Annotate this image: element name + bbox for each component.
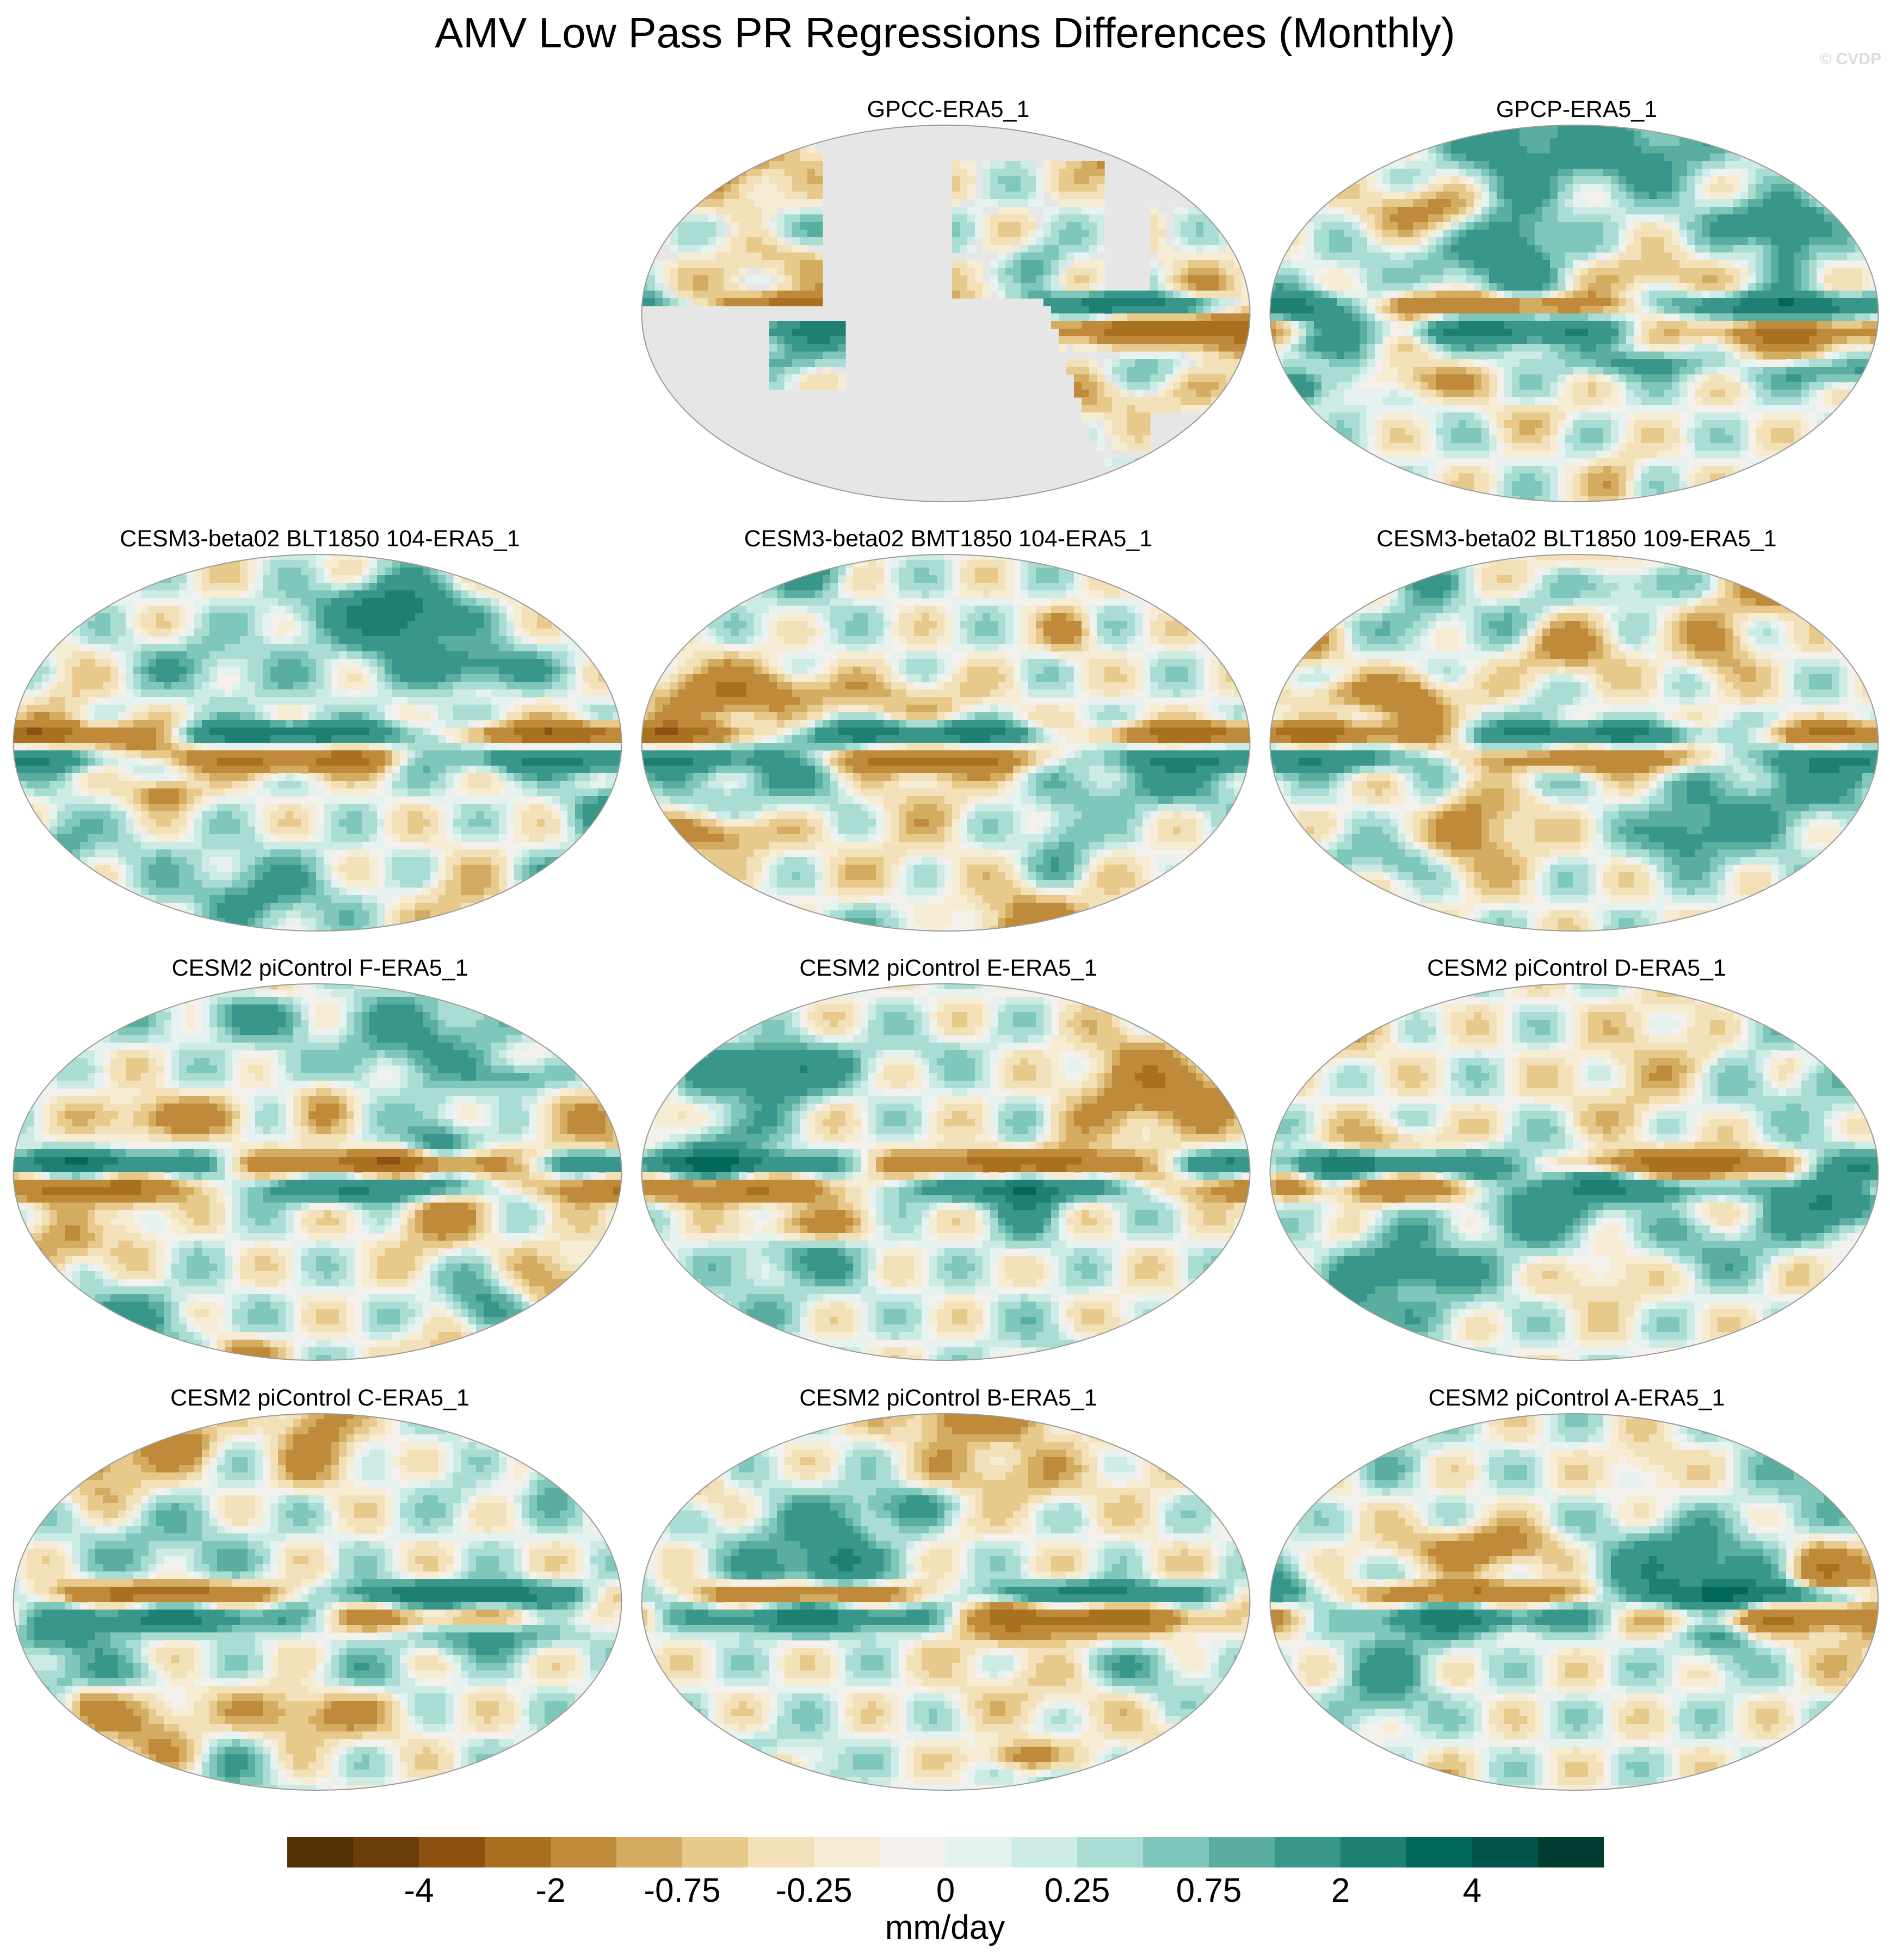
- field-shading: [13, 1414, 622, 1790]
- field-shading: [641, 1414, 1250, 1790]
- panel-title-picontrol-e: CESM2 piControl E-ERA5_1: [633, 954, 1264, 982]
- map-picontrol-c: [13, 1413, 622, 1791]
- field-shading: [13, 984, 622, 1360]
- map-gpcc: [641, 125, 1251, 502]
- map-outline: [641, 983, 1251, 1361]
- panel-title-picontrol-d: CESM2 piControl D-ERA5_1: [1261, 954, 1890, 982]
- map-blt1850-104: [13, 554, 622, 932]
- colorbar-tick-label: -0.25: [775, 1872, 852, 1910]
- colorbar-box: [287, 1837, 354, 1867]
- colorbar-tick-label: 0.25: [1045, 1872, 1110, 1910]
- map-outline: [13, 1413, 622, 1791]
- map-bmt1850-104: [641, 554, 1251, 932]
- map-outline: [1269, 554, 1879, 932]
- figure-title: AMV Low Pass PR Regressions Differences …: [0, 5, 1890, 60]
- map-outline: [13, 554, 622, 932]
- panel-title-bmt1850-104: CESM3-beta02 BMT1850 104-ERA5_1: [633, 525, 1264, 552]
- colorbar-box: [1406, 1837, 1473, 1867]
- colorbar-box: [748, 1837, 814, 1867]
- colorbar-box: [682, 1837, 749, 1867]
- map-outline: [641, 125, 1251, 502]
- colorbar-tick-label: 4: [1463, 1872, 1481, 1910]
- panel-title-blt1850-109: CESM3-beta02 BLT1850 109-ERA5_1: [1261, 525, 1890, 552]
- field-shading: [13, 554, 622, 931]
- colorbar-box: [1143, 1837, 1209, 1867]
- field-shading: [641, 125, 1250, 502]
- map-picontrol-a: [1269, 1413, 1879, 1791]
- colorbar-box: [1275, 1837, 1341, 1867]
- colorbar-box: [551, 1837, 617, 1867]
- map-gpcp: [1269, 125, 1879, 502]
- colorbar-box: [1011, 1837, 1078, 1867]
- colorbar-tick-label: 2: [1331, 1872, 1350, 1910]
- colorbar-box: [616, 1837, 683, 1867]
- colorbar-tick-label: -0.75: [644, 1872, 720, 1910]
- map-picontrol-d: [1269, 983, 1879, 1361]
- colorbar-tick-label: -4: [404, 1872, 434, 1910]
- field-shading: [641, 554, 1250, 931]
- colorbar-units: mm/day: [0, 1909, 1890, 1947]
- map-outline: [1269, 983, 1879, 1361]
- panel-title-picontrol-a: CESM2 piControl A-ERA5_1: [1261, 1384, 1890, 1412]
- panel-title-picontrol-f: CESM2 piControl F-ERA5_1: [4, 954, 635, 982]
- field-shading: [1270, 1414, 1879, 1790]
- colorbar-box: [1472, 1837, 1539, 1867]
- colorbar-tick-label: 0: [936, 1872, 955, 1910]
- panel-title-picontrol-b: CESM2 piControl B-ERA5_1: [633, 1384, 1264, 1412]
- panel-title-gpcc: GPCC-ERA5_1: [633, 96, 1264, 123]
- map-picontrol-b: [641, 1413, 1251, 1791]
- field-shading: [1270, 984, 1879, 1360]
- colorbar-tick-label: -2: [535, 1872, 565, 1910]
- panel-title-blt1850-104: CESM3-beta02 BLT1850 104-ERA5_1: [4, 525, 635, 552]
- map-blt1850-109: [1269, 554, 1879, 932]
- colorbar-box: [814, 1837, 880, 1867]
- colorbar-box: [419, 1837, 485, 1867]
- panel-title-picontrol-c: CESM2 piControl C-ERA5_1: [4, 1384, 635, 1412]
- panel-title-gpcp: GPCP-ERA5_1: [1261, 96, 1890, 123]
- map-outline: [641, 554, 1251, 932]
- colorbar-box: [1341, 1837, 1407, 1867]
- colorbar: [287, 1837, 1604, 1867]
- field-shading: [1270, 554, 1879, 931]
- map-picontrol-f: [13, 983, 622, 1361]
- map-outline: [641, 1413, 1251, 1791]
- colorbar-box: [946, 1837, 1012, 1867]
- field-shading: [641, 984, 1250, 1360]
- colorbar-tick-label: 0.75: [1176, 1872, 1242, 1910]
- colorbar-box: [1209, 1837, 1275, 1867]
- map-outline: [1269, 125, 1879, 502]
- colorbar-box: [880, 1837, 946, 1867]
- colorbar-box: [1077, 1837, 1144, 1867]
- colorbar-box: [353, 1837, 419, 1867]
- colorbar-box: [1538, 1837, 1604, 1867]
- map-outline: [1269, 1413, 1879, 1791]
- colorbar-box: [485, 1837, 551, 1867]
- cvdp-watermark: © CVDP: [1819, 50, 1881, 69]
- map-picontrol-e: [641, 983, 1251, 1361]
- map-outline: [13, 983, 622, 1361]
- field-shading: [1270, 125, 1879, 502]
